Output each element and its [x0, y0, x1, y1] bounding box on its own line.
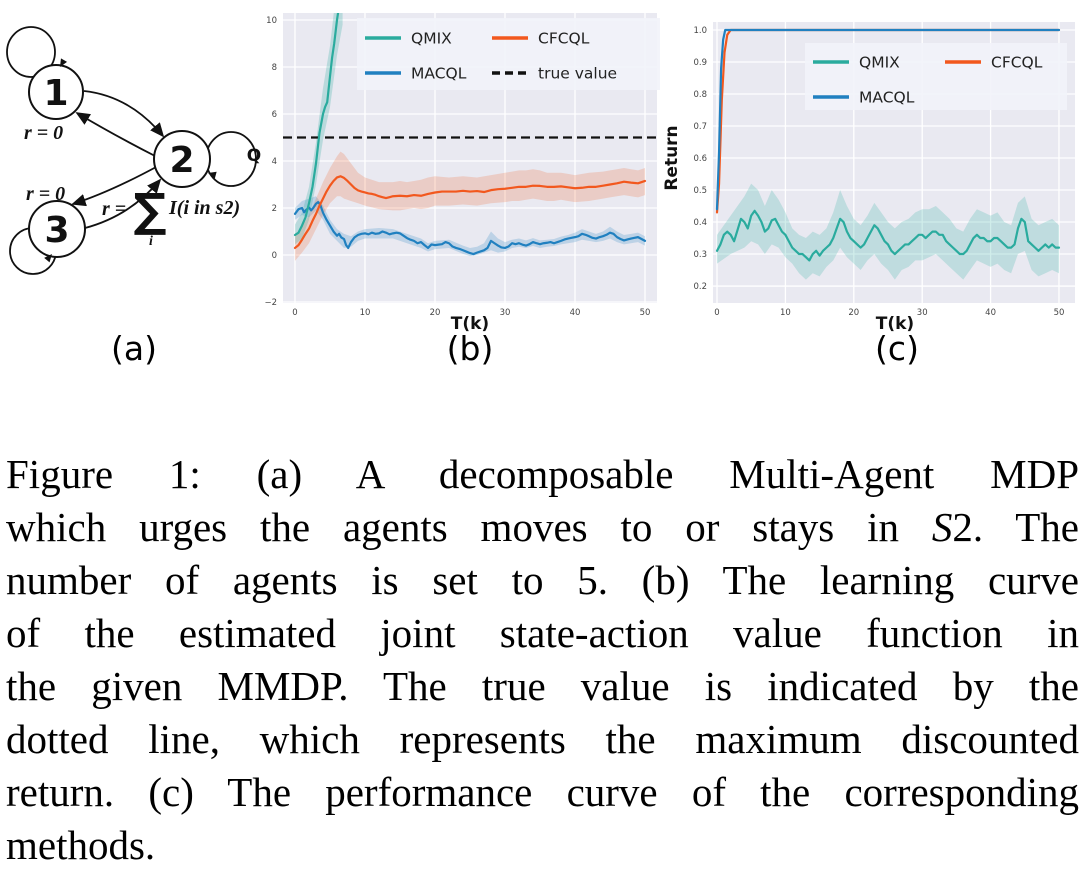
- caption-line: return. (c) The performance curve of the…: [6, 766, 1079, 819]
- x-tick-label: 40: [985, 308, 996, 318]
- y-tick-label: 0.7: [693, 122, 707, 132]
- state-3-label: 3: [44, 210, 69, 251]
- y-tick-label: 0.2: [693, 282, 707, 292]
- edge-2-to-1: [75, 112, 158, 158]
- reward-zero-label-1: r = 0: [24, 122, 63, 144]
- chart-b: 0 10 20 30 40 50 −2 0 2 4 6 8 10 T(k) Q QMIX CFCQL MACQL t…: [247, 13, 660, 334]
- legend-label: MACQL: [411, 65, 467, 83]
- reward-formula-lhs: r =: [102, 198, 126, 220]
- sigma-index: i: [149, 234, 153, 249]
- caption-line: which urges the agents moves to or stays…: [6, 501, 1079, 554]
- x-tick-label: 40: [570, 308, 581, 318]
- y-axis-label: Return: [662, 125, 682, 190]
- edge-3-to-2: [84, 178, 162, 229]
- y-tick-label: 0.8: [693, 90, 707, 100]
- panel-label-b: (b): [446, 329, 494, 368]
- y-tick-label: 0: [272, 251, 277, 261]
- x-tick-label: 0: [292, 308, 297, 318]
- chart-c: 0 10 20 30 40 50 0.2 0.3 0.4 0.5 0.6 0.7 0.8 0.9 1.0 T(…: [662, 22, 1075, 334]
- y-tick-label: 1.0: [693, 26, 707, 36]
- edge-2-to-3: [71, 165, 159, 207]
- sigma-symbol: ∑: [133, 183, 166, 237]
- x-tick-label: 0: [714, 308, 719, 318]
- caption-line: of the estimated joint state-action valu…: [6, 607, 1079, 660]
- caption-line: Figure 1: (a) A decomposable Multi-Agent…: [6, 448, 1079, 501]
- y-tick-label: 10: [266, 16, 277, 26]
- self-loop-state1: [6, 26, 56, 78]
- caption-line: methods.: [6, 819, 1079, 872]
- y-tick-label: 2: [272, 204, 277, 214]
- y-tick-label: 0.9: [693, 58, 707, 68]
- caption-line: number of agents is set to 5. (b) The le…: [6, 554, 1079, 607]
- self-loop-arrow-1: [60, 58, 68, 67]
- self-loop-arrow-2: [208, 171, 217, 179]
- caption-segment: of the estimated joint state-action valu…: [6, 610, 1079, 656]
- y-tick-label: 0.5: [693, 186, 707, 196]
- panel-label-c: (c): [875, 329, 919, 368]
- state-1-label: 1: [43, 73, 68, 114]
- figure-caption: Figure 1: (a) A decomposable Multi-Agent…: [6, 448, 1079, 872]
- legend-label: QMIX: [411, 30, 452, 48]
- x-axis-label: T(k): [451, 314, 489, 334]
- x-tick-label: 30: [500, 308, 511, 318]
- series-line-qmix: [293, 13, 340, 237]
- caption-segment: methods.: [6, 822, 156, 868]
- y-tick-label: 0.3: [693, 250, 707, 260]
- y-tick-label: 4: [272, 157, 277, 167]
- caption-segment: the given MMDP. The true value is indica…: [6, 663, 1079, 709]
- x-tick-label: 20: [848, 308, 859, 318]
- series-line-macql: [715, 28, 1061, 211]
- edge-1-to-2: [83, 90, 165, 138]
- series-line-cfcql: [293, 175, 647, 250]
- caption-segment: dotted line, which represents the maximu…: [6, 716, 1079, 762]
- self-loop-arrow-3: [44, 254, 52, 263]
- reward-zero-label-2: r = 0: [26, 183, 65, 205]
- state-2-label: 2: [169, 140, 194, 181]
- caption-segment: number of agents is set to 5. (b) The le…: [6, 557, 1079, 603]
- y-tick-label: 0.6: [693, 154, 707, 164]
- x-tick-label: 50: [640, 308, 651, 318]
- series-line-macql: [293, 201, 647, 256]
- x-tick-label: 10: [780, 308, 791, 318]
- state-3-circle: [28, 200, 86, 258]
- y-tick-label: −2: [264, 298, 277, 308]
- y-tick-label: 8: [272, 63, 277, 73]
- legend-label: MACQL: [859, 89, 915, 107]
- x-tick-label: 10: [360, 308, 371, 318]
- confidence-band-cfcql: [294, 151, 646, 261]
- legend-label: CFCQL: [991, 54, 1043, 72]
- reward-formula-body: I(i in s2): [168, 197, 240, 219]
- plot-area: [283, 13, 657, 261]
- legend-label: QMIX: [859, 54, 900, 72]
- confidence-band-qmix: [717, 183, 1059, 280]
- legend-label: CFCQL: [538, 30, 590, 48]
- x-tick-label: 20: [430, 308, 441, 318]
- series-line-qmix: [715, 209, 1061, 262]
- caption-line: the given MMDP. The true value is indica…: [6, 660, 1079, 713]
- plot-area: [715, 28, 1061, 280]
- state-1-circle: [28, 64, 84, 120]
- y-axis-label: Q: [247, 146, 261, 166]
- x-axis-label: T(k): [876, 314, 914, 334]
- state-2-circle: [153, 130, 211, 188]
- caption-segment: which urges the agents moves to or stays…: [6, 504, 932, 550]
- caption-segment: 2. The: [952, 504, 1079, 550]
- caption-italic-segment: S: [931, 504, 953, 550]
- y-tick-label: 0.4: [693, 218, 707, 228]
- x-tick-label: 50: [1054, 308, 1065, 318]
- legend-box: [805, 43, 1067, 110]
- caption-segment: Figure 1: (a) A decomposable Multi-Agent…: [6, 451, 1079, 497]
- mdp-diagram: 1 2 3 r = 0 r = 0 r = ∑ i I(i in s2): [6, 26, 257, 275]
- caption-segment: return. (c) The performance curve of the…: [6, 769, 1079, 815]
- legend-label: true value: [538, 65, 617, 83]
- panel-label-a: (a): [111, 329, 157, 368]
- caption-line: dotted line, which represents the maximu…: [6, 713, 1079, 766]
- y-tick-label: 6: [272, 110, 277, 120]
- x-tick-label: 30: [917, 308, 928, 318]
- legend-box: [357, 18, 660, 90]
